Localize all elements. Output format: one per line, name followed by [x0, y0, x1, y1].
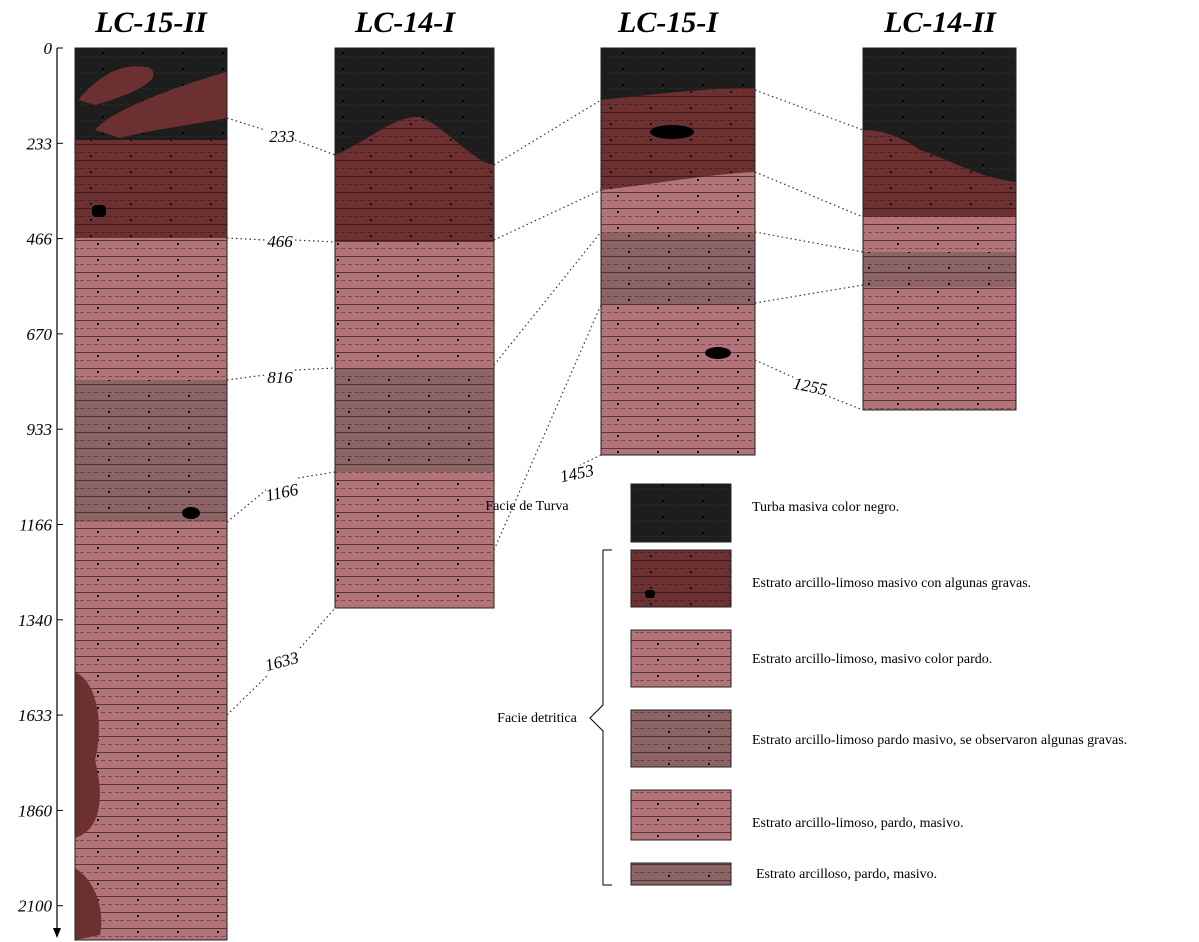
correlation-label: 1453: [558, 461, 595, 487]
depth-label: 1166: [19, 516, 52, 535]
legend: [590, 484, 731, 885]
depth-label: 466: [27, 230, 53, 249]
legend-text: Estrato arcilloso, pardo, masivo.: [756, 867, 937, 882]
correlation-label: 1255: [792, 374, 829, 400]
depth-label: 233: [27, 134, 53, 153]
column-title: LC-14-I: [354, 6, 456, 39]
legend-text: Estrato arcillo-limoso, pardo, masivo.: [752, 816, 964, 831]
legend-text: Estrato arcillo-limoso pardo masivo, se …: [752, 733, 1127, 748]
column: [601, 48, 755, 455]
depth-label: 0: [44, 39, 53, 58]
depth-label: 2100: [18, 897, 53, 916]
depth-label: 933: [27, 420, 53, 439]
legend-text: Estrato arcillo-limoso, masivo color par…: [752, 652, 992, 667]
depth-label: 1860: [18, 801, 53, 820]
column: [335, 48, 494, 608]
correlation-label: 233: [269, 127, 295, 146]
column-title: LC-15-II: [94, 6, 208, 39]
correlation-label: 1166: [264, 480, 300, 505]
depth-label: 1340: [18, 611, 53, 630]
column: [75, 48, 227, 940]
depth-label: 670: [27, 325, 53, 344]
facies-label: Facie detritica: [497, 711, 577, 726]
correlation-label: 816: [267, 368, 293, 387]
diagram: LC-15-II LC-14-I LC-15-I LC-14-II 0 233 46…: [0, 0, 1199, 942]
column-title: LC-14-II: [883, 6, 997, 39]
legend-text: Turba masiva color negro.: [752, 500, 899, 515]
column-title: LC-15-I: [617, 6, 719, 39]
correlation-label: 466: [267, 232, 293, 251]
facies-label: Facie de Turva: [485, 499, 569, 514]
correlation-label: 1633: [263, 648, 301, 675]
legend-text: Estrato arcillo-limoso masivo con alguna…: [752, 576, 1031, 591]
column: [863, 48, 1016, 410]
depth-label: 1633: [18, 706, 52, 725]
correlation-lines: [227, 90, 863, 715]
